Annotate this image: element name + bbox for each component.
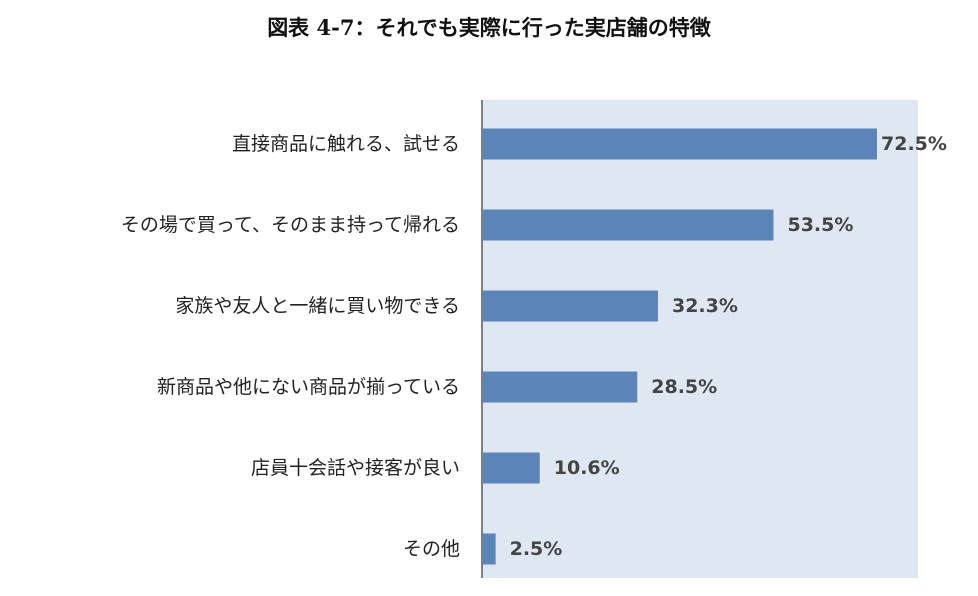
data-label-4: 10.6% (554, 457, 620, 479)
bars-group (482, 128, 877, 565)
category-label-0: 直接商品に触れる、試せる (232, 133, 460, 155)
bar-5 (482, 533, 496, 565)
category-label-4: 店員十会話や接客が良い (251, 457, 460, 479)
data-label-0: 72.5% (881, 133, 947, 155)
data-labels-group: 72.5% 53.5% 32.3% 28.5% 10.6% 2.5% (510, 133, 947, 560)
bar-4 (482, 452, 540, 484)
plot-area (482, 100, 918, 578)
category-labels-group: 直接商品に触れる、試せるその場で買って、そのまま持って帰れる家族や友人と一緒に買… (121, 133, 460, 560)
category-label-1: その場で買って、そのまま持って帰れる (121, 214, 460, 236)
bar-2 (482, 290, 658, 322)
category-label-5: その他 (403, 538, 460, 560)
data-label-2: 32.3% (672, 295, 738, 317)
bar-3 (482, 371, 638, 403)
category-label-2: 家族や友人と一緒に買い物できる (175, 295, 460, 317)
data-label-1: 53.5% (787, 214, 853, 236)
chart-title: 図表 4-7：それでも実際に行った実店舗の特徴 (267, 15, 711, 40)
bar-1 (482, 209, 774, 241)
data-label-5: 2.5% (510, 538, 563, 560)
category-label-3: 新商品や他にない商品が揃っている (157, 376, 460, 398)
bar-0 (482, 128, 877, 160)
data-label-3: 28.5% (651, 376, 717, 398)
